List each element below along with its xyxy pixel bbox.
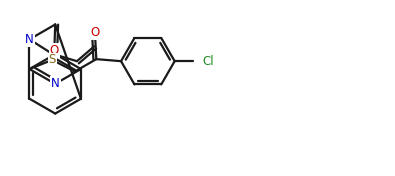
Text: S: S <box>49 54 56 67</box>
Text: O: O <box>90 26 100 39</box>
Text: N: N <box>25 33 34 46</box>
Text: O: O <box>50 44 59 57</box>
Text: Cl: Cl <box>202 55 214 68</box>
Text: N: N <box>51 77 60 90</box>
